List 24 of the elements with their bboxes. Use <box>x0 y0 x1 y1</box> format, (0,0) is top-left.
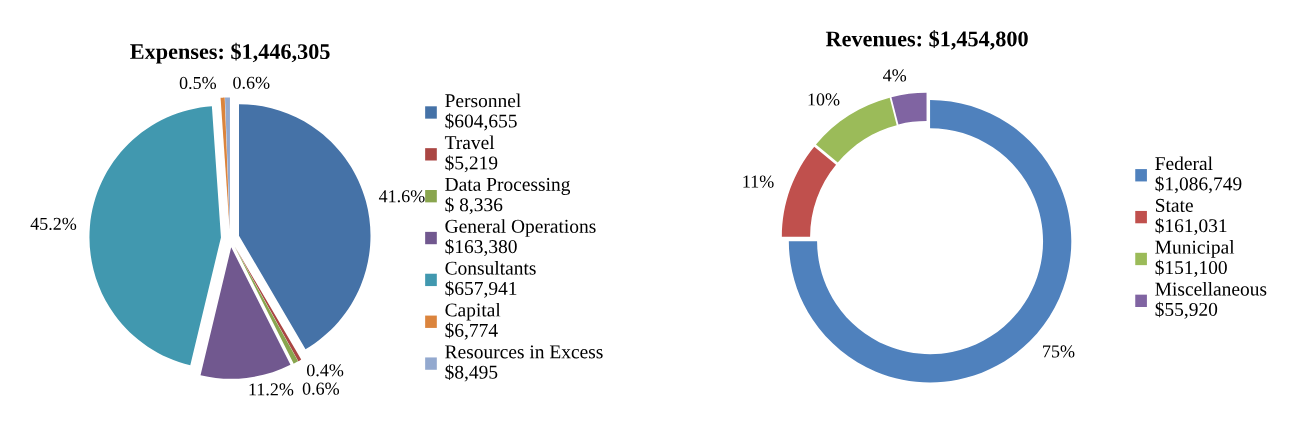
legend-label: Personnel $604,655 <box>445 93 521 131</box>
data-label: 4% <box>883 69 907 82</box>
data-label: 0.5% <box>179 76 217 90</box>
data-label: 41.6% <box>378 190 425 203</box>
legend-label: Federal $1,086,749 <box>1155 156 1242 194</box>
data-label: 0.6% <box>302 382 340 395</box>
legend-label: Resources in Excess $8,495 <box>445 345 603 382</box>
legend-label: State $161,031 <box>1155 198 1227 236</box>
data-label: 45.2% <box>30 217 77 230</box>
chart-title: Expenses: $1,446,305 <box>130 42 330 64</box>
legend-label: Travel $5,219 <box>444 135 498 173</box>
data-label: 0.4% <box>306 364 344 377</box>
legend-label: Consultants $657,941 <box>445 261 536 298</box>
data-label: 0.6% <box>233 76 270 89</box>
data-label: 11% <box>743 175 774 188</box>
legend-label: Data Processing $ 8,336 <box>445 177 571 215</box>
legend-label: Capital $6,774 <box>445 302 501 340</box>
chart-title: Revenues: $1,454,800 <box>825 30 1028 50</box>
data-label: 10% <box>808 93 840 106</box>
data-label: 11.2% <box>249 383 294 396</box>
data-label: 75% <box>1043 345 1075 358</box>
legend-label: Municipal $151,100 <box>1155 240 1235 277</box>
legend-label: Miscellaneous $55,920 <box>1155 281 1267 319</box>
legend-label: General Operations $163,380 <box>445 219 596 256</box>
